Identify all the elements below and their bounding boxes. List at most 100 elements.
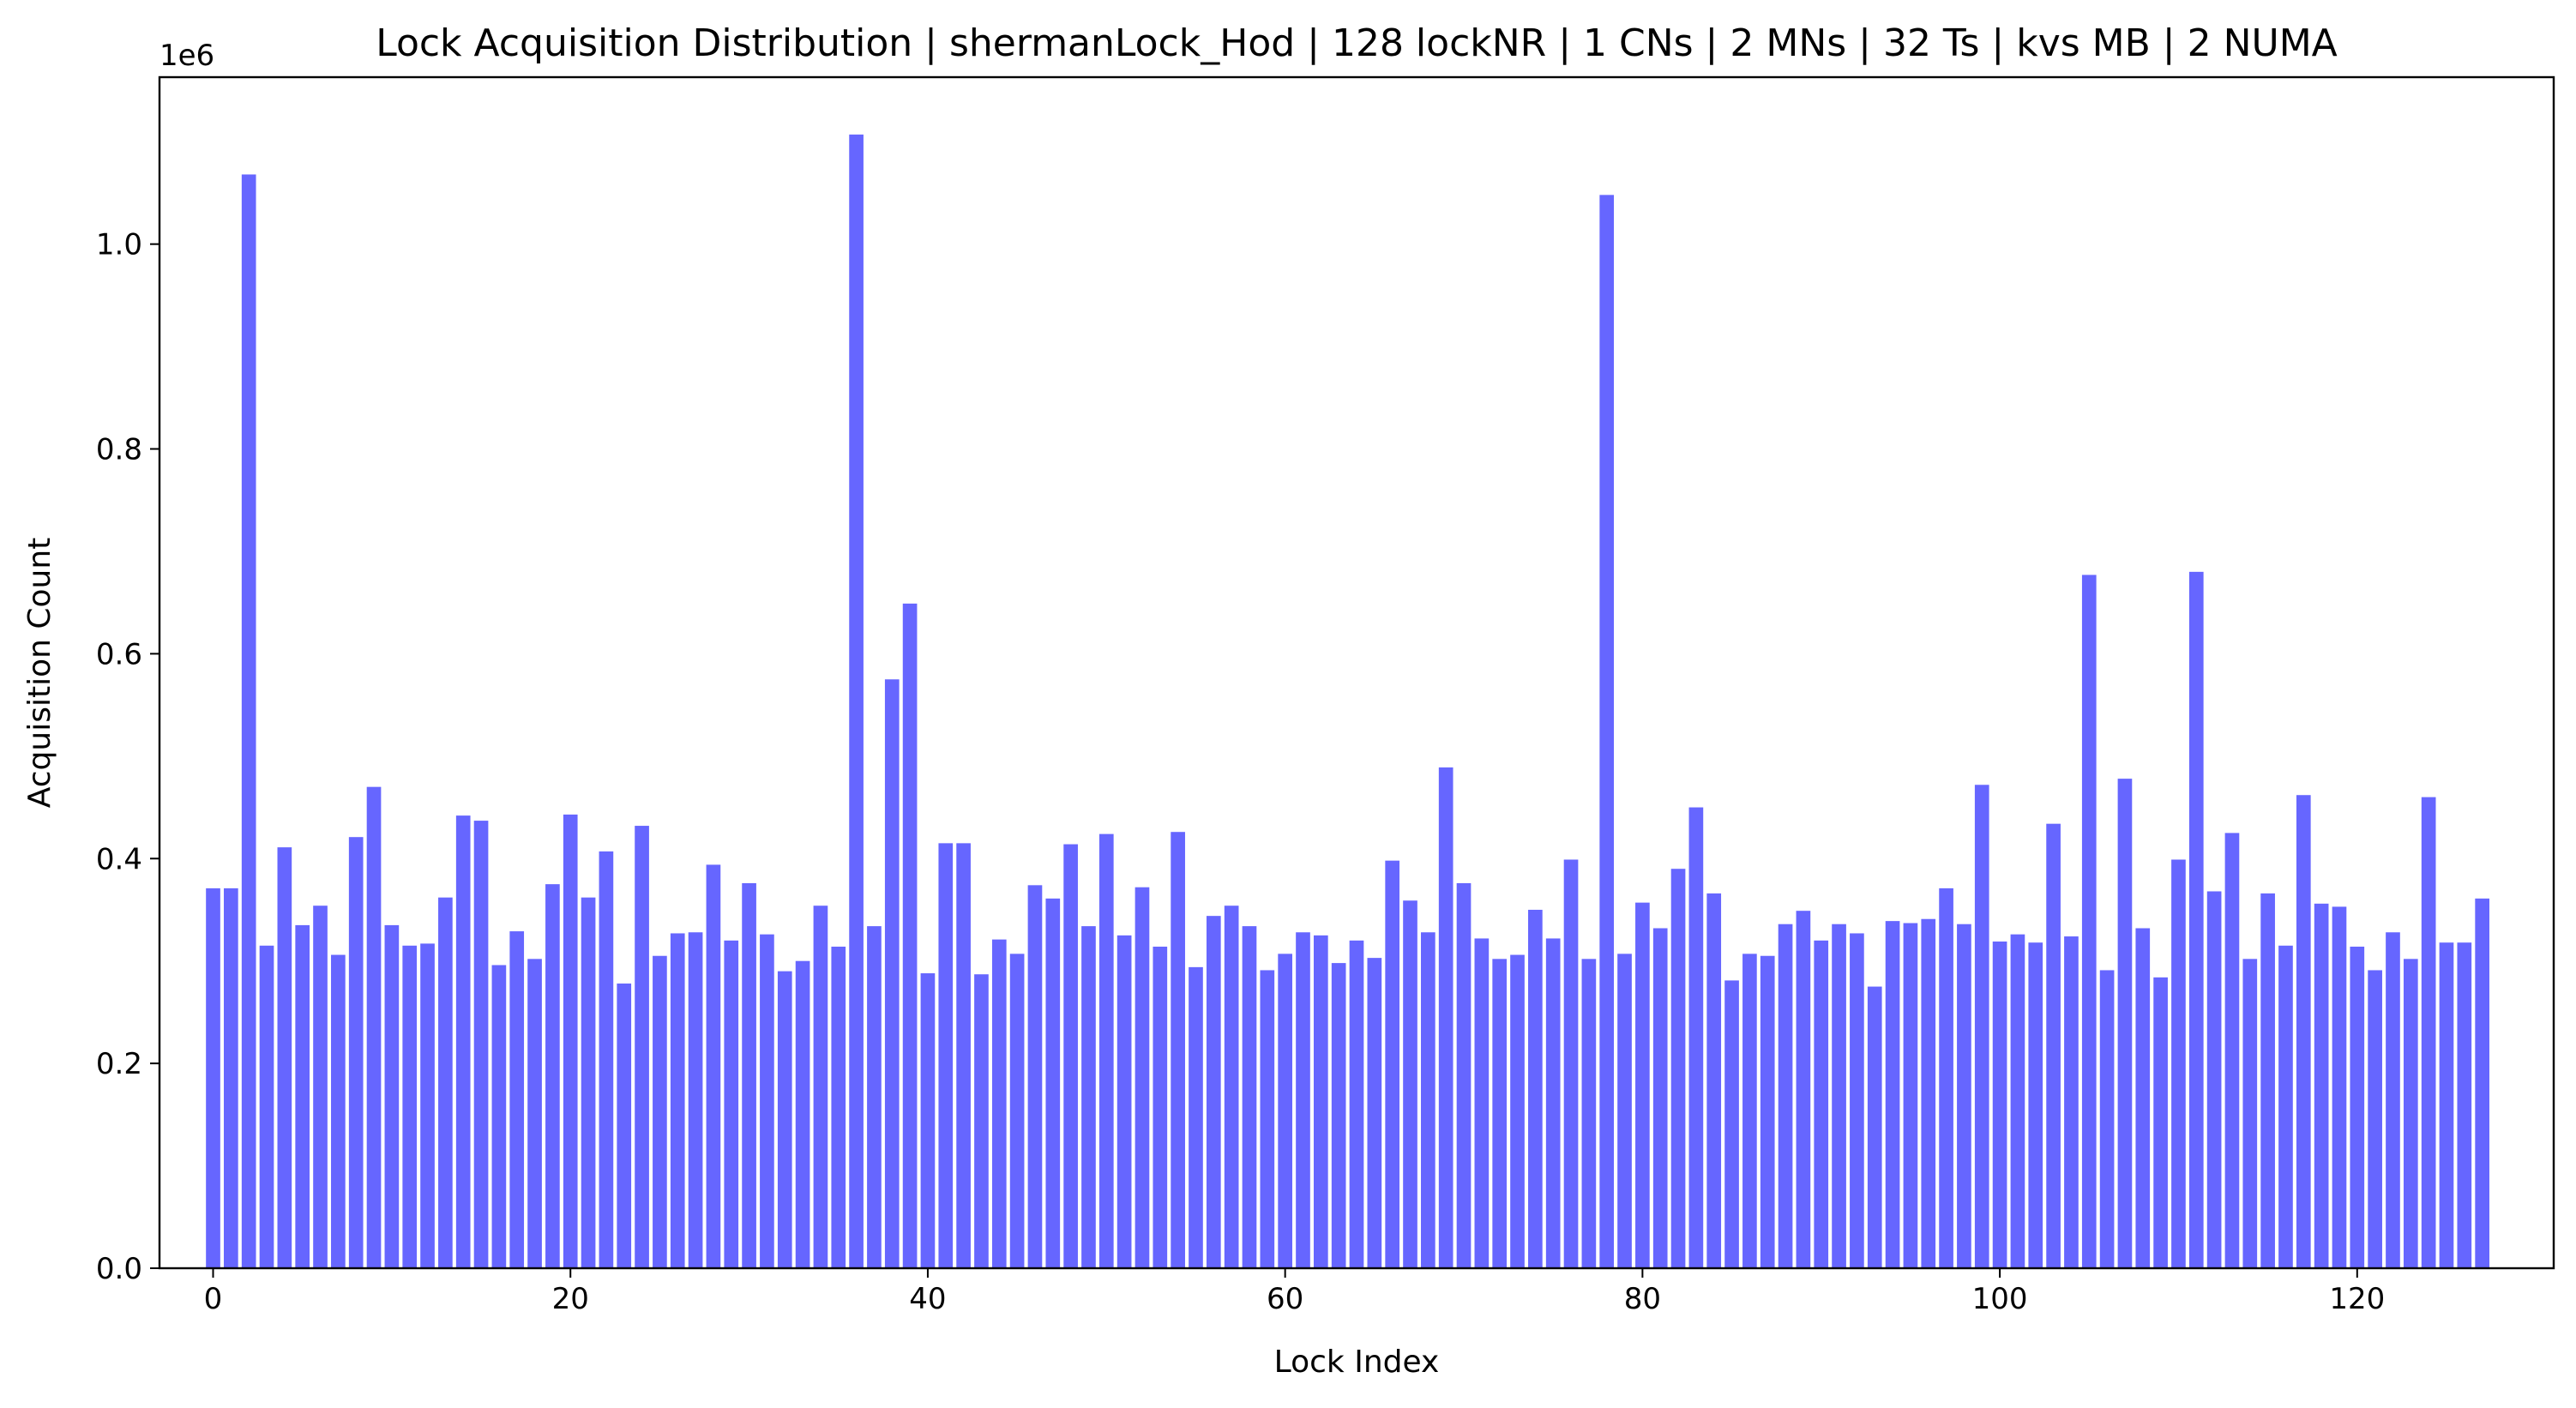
bar-65 <box>1367 958 1382 1268</box>
bar-101 <box>2010 934 2025 1268</box>
bar-110 <box>2171 859 2186 1268</box>
bar-3 <box>259 945 274 1268</box>
bar-82 <box>1670 869 1686 1268</box>
x-tick-label: 0 <box>204 1282 223 1316</box>
bar-42 <box>956 843 971 1268</box>
bar-85 <box>1724 980 1739 1268</box>
bar-93 <box>1867 986 1882 1268</box>
bar-39 <box>902 603 918 1268</box>
y-tick-label: 0.0 <box>96 1252 142 1286</box>
bar-98 <box>1957 924 1971 1268</box>
bar-62 <box>1313 935 1328 1268</box>
x-tick-label: 60 <box>1267 1282 1303 1316</box>
bar-123 <box>2403 959 2418 1268</box>
bar-9 <box>366 786 382 1268</box>
y-axis-offset-label: 1e6 <box>159 39 214 73</box>
bar-69 <box>1438 767 1454 1268</box>
bar-80 <box>1635 902 1650 1268</box>
bar-99 <box>1974 785 1989 1268</box>
bar-44 <box>991 939 1007 1268</box>
bar-28 <box>706 864 721 1268</box>
bar-14 <box>455 815 471 1268</box>
bar-111 <box>2188 571 2204 1268</box>
bar-73 <box>1510 954 1525 1268</box>
bar-37 <box>867 926 882 1268</box>
bar-35 <box>831 946 846 1268</box>
bar-113 <box>2224 833 2240 1268</box>
bar-71 <box>1474 938 1490 1268</box>
bar-1 <box>224 888 238 1268</box>
bar-92 <box>1850 933 1864 1268</box>
bar-70 <box>1456 882 1472 1268</box>
bar-15 <box>473 821 489 1268</box>
bar-40 <box>920 973 936 1268</box>
bar-18 <box>527 959 542 1268</box>
bar-27 <box>688 932 703 1268</box>
bar-64 <box>1349 940 1364 1268</box>
bar-29 <box>724 940 739 1268</box>
bar-12 <box>420 943 435 1268</box>
bar-76 <box>1563 859 1579 1268</box>
bar-53 <box>1153 946 1168 1268</box>
bar-0 <box>206 888 220 1268</box>
bar-115 <box>2260 893 2275 1268</box>
bar-11 <box>402 945 418 1268</box>
bar-13 <box>438 897 453 1268</box>
bar-17 <box>509 931 525 1268</box>
bar-121 <box>2368 970 2382 1268</box>
bar-55 <box>1189 966 1203 1268</box>
bar-91 <box>1832 924 1846 1268</box>
bar-48 <box>1063 844 1078 1268</box>
bar-21 <box>581 897 596 1268</box>
bar-52 <box>1135 887 1150 1268</box>
bar-59 <box>1260 970 1275 1268</box>
bar-96 <box>1921 918 1936 1268</box>
bar-127 <box>2475 898 2489 1268</box>
bar-88 <box>1778 924 1793 1268</box>
bar-90 <box>1814 940 1829 1268</box>
y-tick-label: 0.6 <box>96 637 142 671</box>
bar-16 <box>491 965 507 1268</box>
bar-23 <box>617 983 632 1268</box>
bar-63 <box>1331 963 1346 1268</box>
bar-120 <box>2350 946 2365 1268</box>
bar-78 <box>1599 195 1615 1268</box>
bar-117 <box>2296 795 2311 1268</box>
bar-67 <box>1403 900 1417 1268</box>
x-tick-label: 100 <box>1972 1282 2028 1316</box>
bar-75 <box>1545 938 1561 1268</box>
bar-50 <box>1098 833 1114 1268</box>
bar-109 <box>2153 977 2168 1268</box>
bar-116 <box>2278 945 2293 1268</box>
y-tick-label: 1.0 <box>96 228 142 262</box>
chart-title: Lock Acquisition Distribution | shermanL… <box>376 21 2338 65</box>
bar-2 <box>241 174 256 1268</box>
bar-106 <box>2099 970 2115 1268</box>
bar-57 <box>1224 906 1239 1268</box>
bar-105 <box>2081 575 2097 1268</box>
x-tick-label: 20 <box>552 1282 589 1316</box>
bar-5 <box>295 924 310 1268</box>
bar-107 <box>2117 779 2133 1268</box>
x-tick-label: 40 <box>909 1282 946 1316</box>
bar-118 <box>2314 903 2329 1268</box>
bar-31 <box>760 934 774 1268</box>
bar-22 <box>599 851 614 1268</box>
bar-100 <box>1992 942 2007 1268</box>
bar-60 <box>1278 954 1292 1268</box>
bar-26 <box>670 933 685 1268</box>
bar-97 <box>1939 888 1953 1268</box>
bar-49 <box>1081 926 1096 1268</box>
y-tick-label: 0.8 <box>96 433 142 467</box>
bar-25 <box>653 955 667 1268</box>
bar-66 <box>1385 860 1400 1268</box>
bar-38 <box>884 679 900 1268</box>
x-tick-label: 80 <box>1624 1282 1661 1316</box>
bar-79 <box>1617 954 1632 1268</box>
bar-30 <box>742 882 756 1268</box>
bar-125 <box>2439 942 2454 1268</box>
bar-89 <box>1796 911 1811 1268</box>
bar-32 <box>777 971 792 1268</box>
bar-112 <box>2206 891 2222 1268</box>
